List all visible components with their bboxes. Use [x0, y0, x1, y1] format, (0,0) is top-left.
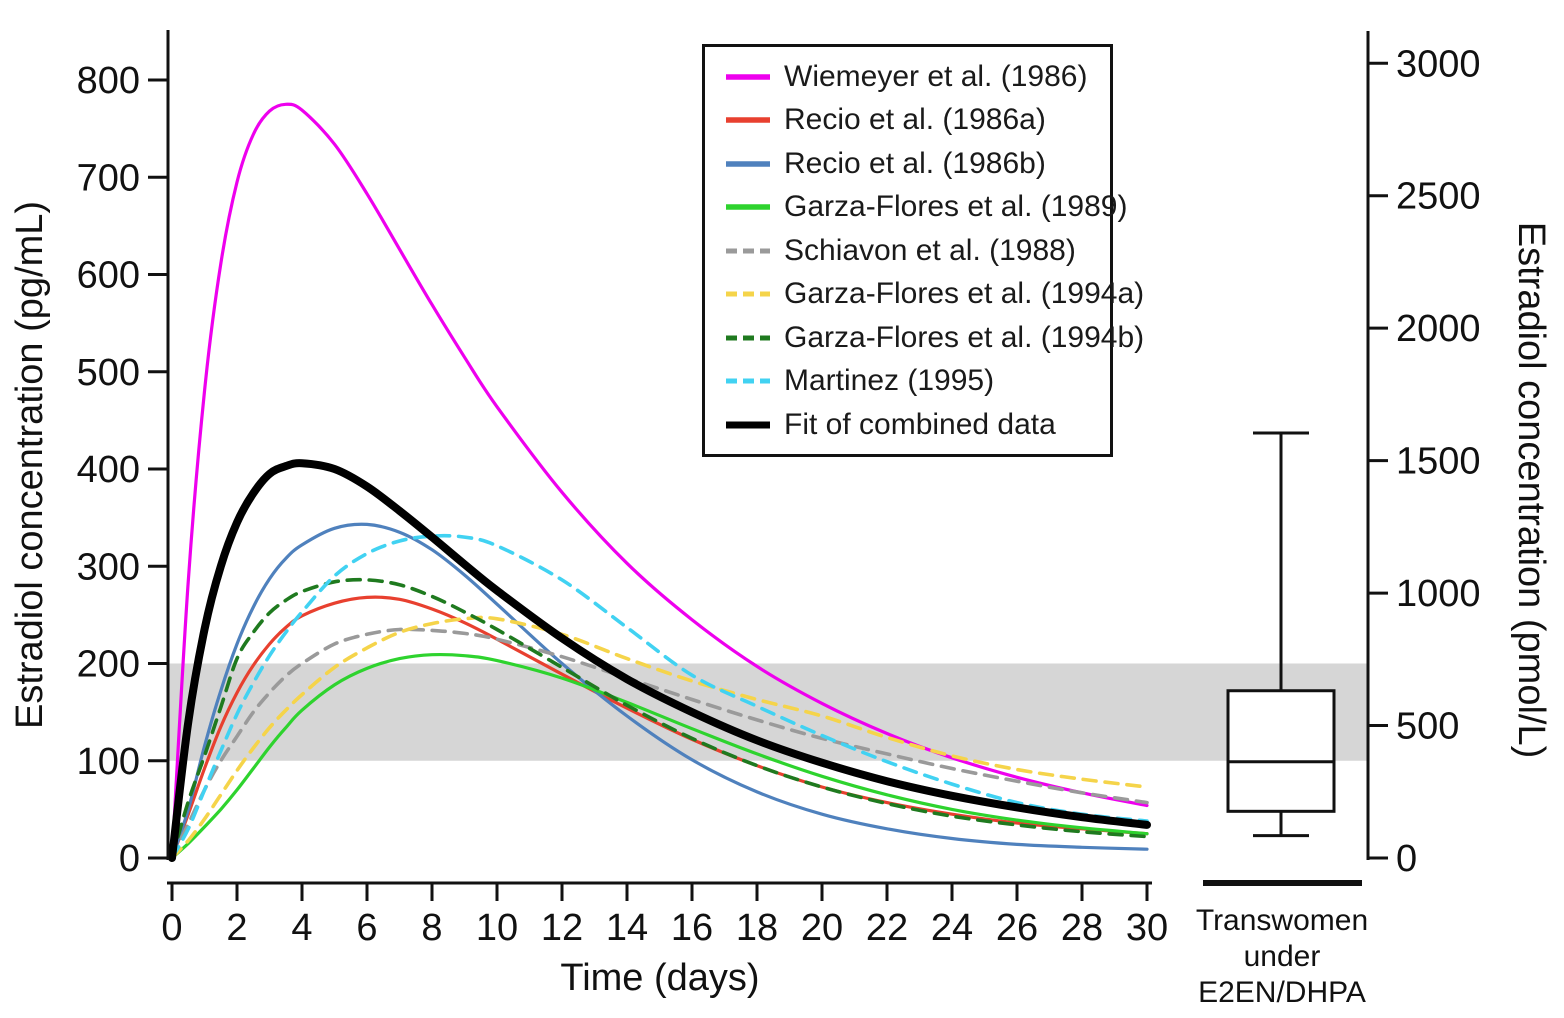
x-tick-label-30: 30 — [1126, 907, 1168, 949]
right-tick-label-500: 500 — [1396, 706, 1459, 748]
legend-row-5: Schiavon et al. (1988) — [705, 229, 1110, 273]
curve-7 — [170, 577, 1149, 860]
legend-swatch-line — [726, 335, 770, 340]
curve-1 — [170, 102, 1149, 860]
x-tick-label-12: 12 — [541, 907, 583, 949]
left-tick-label-400: 400 — [77, 449, 140, 491]
x-tick-label-22: 22 — [866, 907, 908, 949]
legend-swatch-line — [726, 204, 770, 210]
x-tick-label-8: 8 — [421, 907, 442, 949]
x-tick-label-6: 6 — [356, 907, 377, 949]
left-tick-label-800: 800 — [77, 60, 140, 102]
legend-row-8: Martinez (1995) — [705, 359, 1110, 403]
curve-6 — [170, 615, 1149, 860]
curve-4 — [170, 652, 1149, 860]
legend: Wiemeyer et al. (1986) Recio et al. (198… — [702, 44, 1144, 457]
x-tick-label-28: 28 — [1061, 907, 1103, 949]
x-tick-label-14: 14 — [606, 907, 648, 949]
x-tick-label-10: 10 — [476, 907, 518, 949]
boxplot-label-line1: Transwomen — [1196, 904, 1368, 937]
left-tick-label-100: 100 — [77, 741, 140, 783]
legend-label: Garza-Flores et al. (1989) — [784, 190, 1128, 223]
boxplot-label-line3: E2EN/DHPA — [1198, 976, 1366, 1009]
legend-label: Garza-Flores et al. (1994a) — [784, 277, 1145, 310]
legend-row-3: Recio et al. (1986b) — [705, 142, 1110, 186]
curve-8 — [170, 533, 1149, 860]
left-tick-label-600: 600 — [77, 255, 140, 297]
x-ticks — [170, 883, 1149, 901]
legend-label: Martinez (1995) — [784, 364, 995, 397]
x-tick-label-4: 4 — [291, 907, 312, 949]
boxplot-transwomen — [1226, 431, 1336, 838]
legend-swatch-line — [726, 248, 770, 253]
left-tick-label-700: 700 — [77, 157, 140, 199]
legend-row-6: Garza-Flores et al. (1994a) — [705, 272, 1144, 316]
left-tick-label-200: 200 — [77, 644, 140, 686]
legend-swatch-line — [726, 291, 770, 297]
x-tick-label-2: 2 — [226, 907, 247, 949]
legend-label: Recio et al. (1986b) — [784, 146, 1046, 180]
right-y-tick-labels: 0 500 1000 1500 2000 2500 3000 — [1396, 43, 1481, 880]
legend-swatch-line — [726, 73, 770, 80]
legend-row-7: Garza-Flores et al. (1994b) — [705, 316, 1144, 360]
left-axis-title: Estradiol concentration (pg/mL) — [9, 201, 51, 729]
boxplot-label-line2: under — [1244, 940, 1321, 973]
x-tick-label-26: 26 — [996, 907, 1038, 949]
curve-3 — [170, 522, 1149, 860]
legend-swatch-line — [726, 378, 770, 384]
curves-group — [168, 102, 1151, 862]
right-tick-label-2500: 2500 — [1396, 176, 1481, 218]
x-tick-label-20: 20 — [801, 907, 843, 949]
x-tick-label-24: 24 — [931, 907, 973, 949]
legend-swatch-line — [726, 117, 770, 123]
legend-swatch-line — [726, 160, 770, 167]
curve-5 — [170, 627, 1149, 860]
legend-label: Fit of combined data — [784, 407, 1056, 441]
legend-swatch-line — [726, 421, 770, 428]
x-tick-label-0: 0 — [161, 907, 182, 949]
legend-row-2: Recio et al. (1986a) — [705, 98, 1110, 142]
left-tick-label-0: 0 — [119, 838, 140, 880]
left-y-tick-labels: 0 100 200 300 400 500 600 700 800 — [77, 60, 140, 880]
x-tick-labels: 0 2 4 6 8 10 12 14 16 18 20 22 24 26 28 30 — [161, 907, 1168, 949]
legend-row-4: Garza-Flores et al. (1989) — [705, 185, 1127, 229]
legend-label: Recio et al. (1986a) — [784, 103, 1046, 136]
legend-label: Garza-Flores et al. (1994b) — [784, 320, 1145, 354]
x-tick-label-16: 16 — [671, 907, 713, 949]
left-y-ticks — [148, 78, 168, 860]
right-tick-label-0: 0 — [1396, 838, 1417, 880]
legend-row-9: Fit of combined data — [705, 403, 1110, 447]
legend-row-1: Wiemeyer et al. (1986) — [705, 55, 1110, 99]
right-tick-label-1500: 1500 — [1396, 441, 1481, 483]
legend-label: Schiavon et al. (1988) — [784, 233, 1076, 267]
right-tick-label-2000: 2000 — [1396, 308, 1481, 350]
x-axis-title: Time (days) — [560, 957, 759, 999]
left-tick-label-300: 300 — [77, 546, 140, 588]
curve-9 — [168, 459, 1151, 862]
legend-label: Wiemeyer et al. (1986) — [784, 59, 1088, 93]
right-tick-label-1000: 1000 — [1396, 573, 1481, 615]
left-tick-label-500: 500 — [77, 352, 140, 394]
right-tick-label-3000: 3000 — [1396, 43, 1481, 85]
boxplot-box — [1226, 689, 1336, 813]
right-axis-title: Estradiol concentration (pmol/L) — [1510, 222, 1552, 758]
right-y-ticks — [1368, 61, 1388, 860]
x-tick-label-18: 18 — [736, 907, 778, 949]
